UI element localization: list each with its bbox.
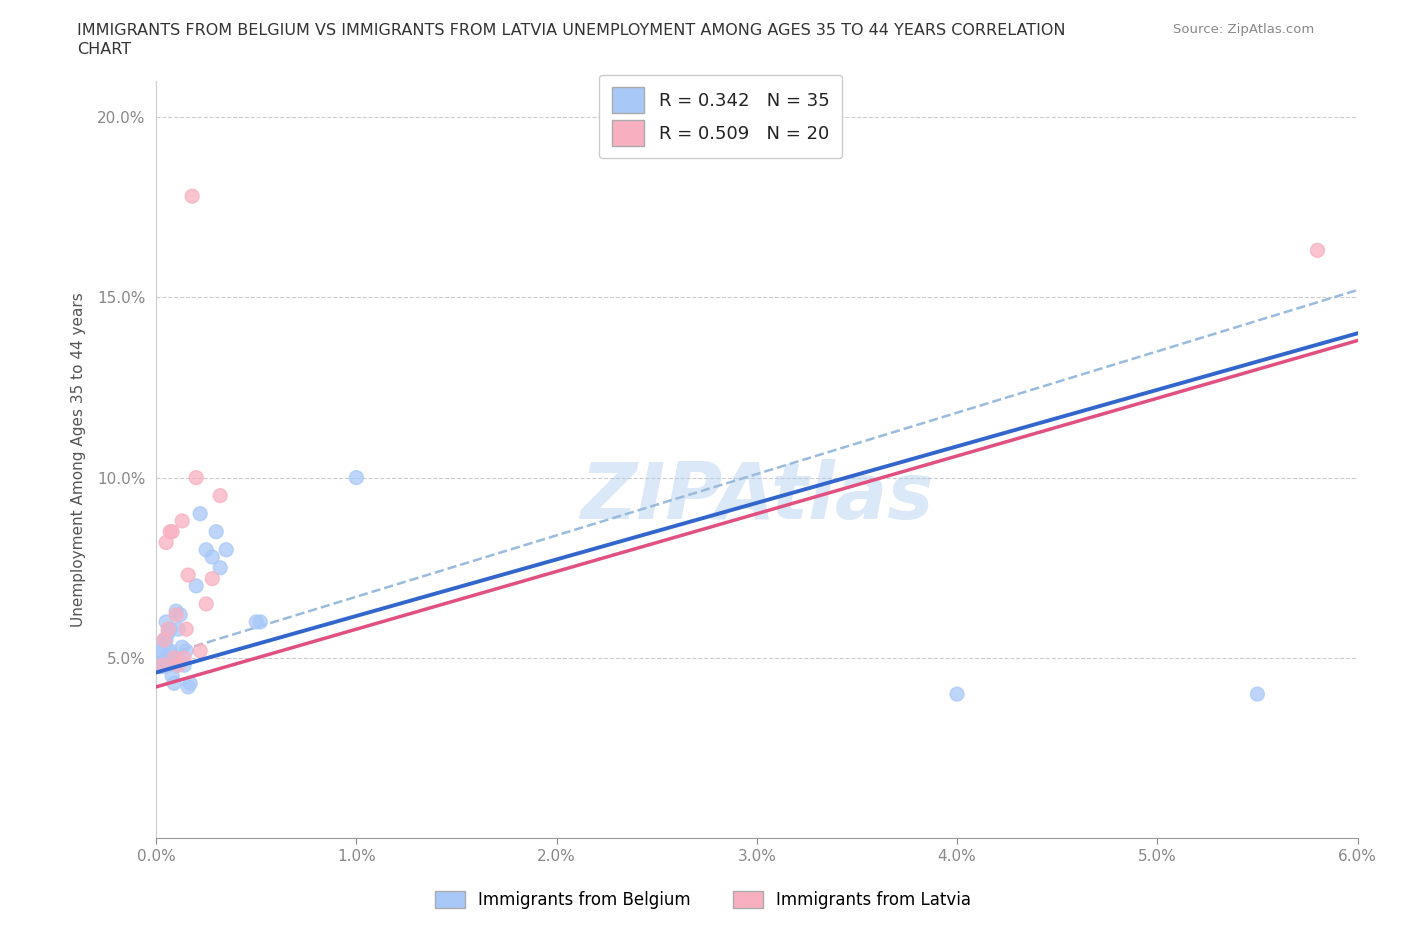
Point [177, 567, 200, 582]
Point [201, 550, 224, 565]
Point [160, 669, 183, 684]
Point [167, 658, 190, 672]
Point [157, 625, 180, 640]
Point [1306, 243, 1329, 258]
Point [159, 644, 181, 658]
Point [165, 607, 187, 622]
Legend: Immigrants from Belgium, Immigrants from Latvia: Immigrants from Belgium, Immigrants from… [426, 883, 980, 917]
Point [150, 651, 173, 666]
Point [209, 561, 232, 576]
Point [165, 604, 187, 618]
Y-axis label: Unemployment Among Ages 35 to 44 years: Unemployment Among Ages 35 to 44 years [72, 292, 86, 627]
Point [172, 513, 194, 528]
Point [205, 525, 228, 539]
Point [215, 542, 238, 557]
Legend: R = 0.342   N = 35, R = 0.509   N = 20: R = 0.342 N = 35, R = 0.509 N = 20 [599, 74, 842, 158]
Point [177, 680, 200, 695]
Point [159, 525, 181, 539]
Point [181, 189, 204, 204]
Point [174, 622, 197, 637]
Text: ZIPAtlas: ZIPAtlas [581, 459, 934, 536]
Point [153, 658, 176, 672]
Point [155, 535, 177, 550]
Point [150, 658, 173, 672]
Point [195, 542, 218, 557]
Text: IMMIGRANTS FROM BELGIUM VS IMMIGRANTS FROM LATVIA UNEMPLOYMENT AMONG AGES 35 TO : IMMIGRANTS FROM BELGIUM VS IMMIGRANTS FR… [77, 23, 1066, 38]
Point [188, 644, 211, 658]
Point [179, 676, 201, 691]
Point [188, 506, 211, 521]
Point [160, 525, 183, 539]
Point [195, 596, 218, 611]
Point [163, 676, 186, 691]
Point [159, 622, 181, 637]
Point [172, 640, 194, 655]
Text: CHART: CHART [77, 42, 131, 57]
Point [201, 571, 224, 586]
Point [209, 488, 232, 503]
Point [165, 658, 187, 672]
Point [173, 658, 195, 672]
Point [155, 632, 177, 647]
Point [155, 615, 177, 630]
Point [173, 651, 195, 666]
Point [150, 644, 173, 658]
Point [153, 632, 176, 647]
Point [344, 471, 367, 485]
Point [167, 622, 190, 637]
Point [186, 471, 208, 485]
Text: Source: ZipAtlas.com: Source: ZipAtlas.com [1174, 23, 1315, 36]
Point [249, 615, 271, 630]
Point [245, 615, 267, 630]
Point [163, 651, 186, 666]
Point [169, 607, 191, 622]
Point [946, 686, 969, 701]
Point [153, 632, 176, 647]
Point [160, 651, 183, 666]
Point [186, 578, 208, 593]
Point [155, 651, 177, 666]
Point [157, 651, 180, 666]
Point [174, 644, 197, 658]
Point [157, 622, 180, 637]
Point [1246, 686, 1268, 701]
